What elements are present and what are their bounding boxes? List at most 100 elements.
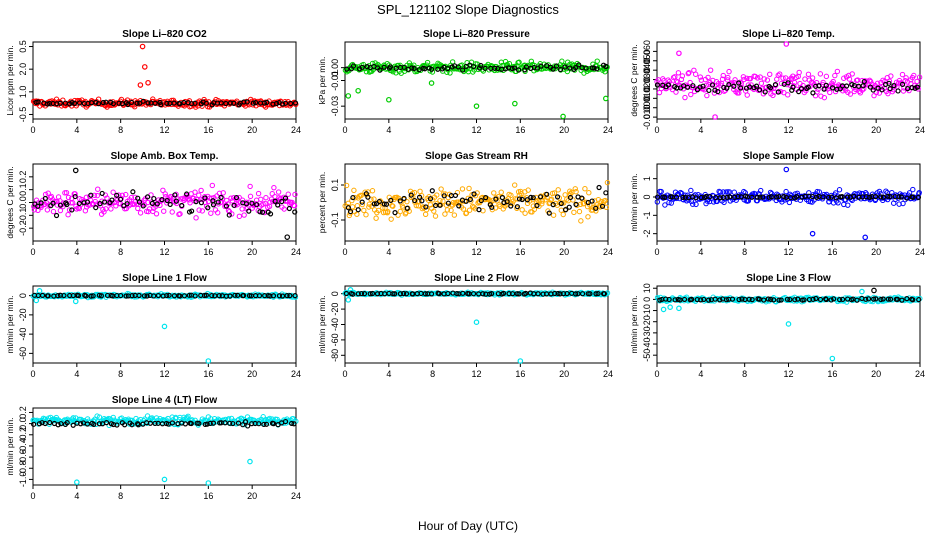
panel-title: Slope Li–820 Pressure [423, 29, 530, 40]
outlier-point [72, 167, 79, 174]
x-tick-label: 12 [783, 369, 793, 379]
data-point [279, 101, 286, 107]
data-point [867, 78, 874, 85]
data-point [768, 296, 774, 302]
data-point [162, 191, 168, 197]
data-point [798, 86, 805, 92]
data-point [537, 194, 544, 200]
data-point [416, 194, 423, 200]
data-point [381, 201, 387, 207]
data-point [164, 292, 170, 299]
data-point [371, 196, 377, 202]
data-point [871, 296, 877, 302]
data-point [166, 292, 172, 298]
data-point [654, 194, 661, 200]
data-point [264, 99, 270, 105]
x-tick-label: 12 [471, 369, 481, 379]
data-point [110, 189, 116, 195]
data-point [847, 91, 854, 97]
data-point [343, 290, 349, 297]
data-point [898, 194, 904, 200]
data-point [916, 74, 923, 80]
x-tick-label: 4 [74, 125, 79, 135]
data-point [514, 204, 520, 210]
data-point [129, 293, 135, 299]
data-point [185, 413, 191, 419]
data-point [603, 190, 609, 196]
data-point [281, 206, 287, 212]
data-point [846, 76, 853, 82]
data-point [828, 194, 834, 200]
data-point [867, 84, 873, 90]
data-point [361, 291, 368, 297]
data-point [31, 207, 38, 213]
data-point [50, 208, 57, 215]
data-point [665, 82, 672, 88]
data-point [72, 193, 78, 200]
data-point [369, 290, 376, 297]
data-point [548, 196, 555, 202]
data-point [247, 193, 254, 200]
data-point [904, 195, 910, 201]
data-point [31, 421, 37, 427]
data-point [880, 296, 886, 302]
data-point [404, 205, 410, 211]
data-point [38, 200, 44, 206]
data-point [445, 290, 451, 297]
data-point [777, 71, 783, 77]
outlier-point [428, 80, 435, 86]
data-point [140, 98, 146, 104]
data-point [794, 193, 800, 200]
data-point [229, 198, 236, 204]
data-point [692, 71, 699, 77]
data-point [61, 292, 67, 299]
data-point [55, 293, 61, 299]
data-point [470, 63, 477, 70]
data-point [758, 80, 765, 86]
data-point [775, 89, 781, 95]
data-point [345, 205, 351, 211]
data-point [654, 199, 661, 205]
data-point [397, 208, 403, 215]
data-point [205, 205, 211, 211]
x-tick-label: 16 [203, 247, 213, 257]
data-point [796, 69, 802, 76]
data-point [136, 292, 142, 299]
data-point [210, 202, 217, 208]
data-point [354, 211, 360, 217]
x-tick-label: 20 [559, 369, 569, 379]
data-point [365, 194, 371, 200]
data-point [208, 210, 214, 216]
y-tick-label: -20 [642, 315, 652, 328]
data-point [99, 190, 105, 197]
data-point [795, 296, 801, 302]
data-point [720, 72, 726, 79]
data-point [539, 201, 545, 207]
panel-title: Slope Line 1 Flow [122, 273, 207, 284]
data-point [861, 78, 867, 85]
data-point [573, 291, 579, 297]
data-point [830, 78, 836, 85]
data-point [261, 100, 268, 106]
y-tick-label: 0.020 [642, 78, 652, 101]
data-point [675, 70, 682, 76]
data-point [429, 66, 435, 72]
data-point [392, 210, 398, 216]
outlier-point [33, 297, 40, 304]
panel-title: Slope Line 2 Flow [434, 273, 519, 284]
chart-panel: Slope Gas Stream RH 0 4 8 12 16 20 24 -0.1 0.1per… [317, 151, 613, 257]
data-point [135, 205, 141, 212]
data-point [717, 189, 723, 195]
data-point [96, 421, 102, 427]
data-point [555, 187, 561, 193]
data-point [791, 79, 798, 86]
data-point [762, 89, 768, 95]
data-point [401, 290, 407, 297]
data-point [593, 205, 599, 211]
data-point [489, 291, 495, 297]
data-point [754, 194, 760, 200]
data-point [528, 58, 535, 65]
data-point [144, 194, 151, 200]
outlier-point [785, 321, 792, 327]
data-point [865, 296, 872, 302]
